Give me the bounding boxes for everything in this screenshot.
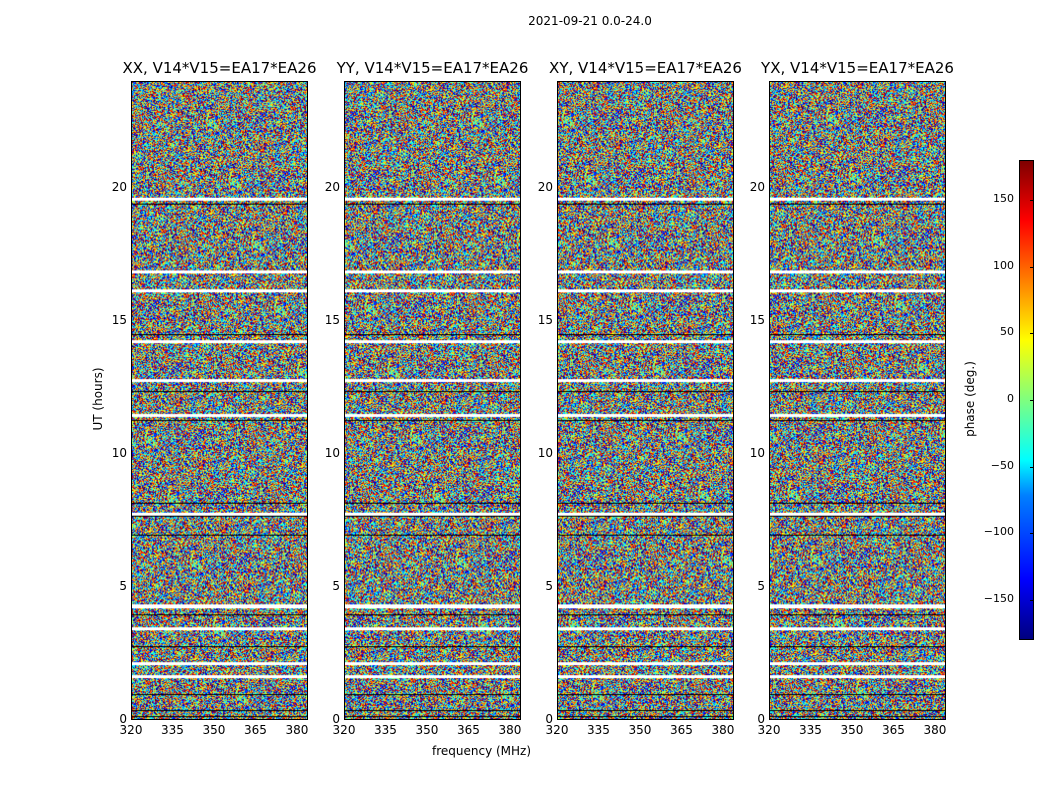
colorbar-label: phase (deg.) (963, 361, 977, 437)
x-tick-label: 365 (882, 723, 905, 737)
y-tick-label: 15 (537, 312, 553, 327)
x-tick-label: 365 (457, 723, 480, 737)
colorbar-tick-label: 0 (1007, 392, 1014, 405)
colorbar-tick-mark (1030, 400, 1034, 401)
y-tick-label: 20 (537, 179, 553, 194)
panel-title: XY, V14*V15=EA17*EA26 (549, 59, 742, 77)
y-tick-label: 10 (749, 445, 765, 460)
colorbar-tick-label: −100 (983, 525, 1014, 539)
phase-heatmap (770, 82, 945, 719)
y-tick-label: 15 (324, 312, 340, 327)
y-tick-label: 10 (537, 445, 553, 460)
x-tick-label: 320 (545, 723, 569, 737)
colorbar-tick-mark (1030, 333, 1034, 335)
x-tick-label: 320 (757, 723, 781, 737)
x-axis-label: frequency (MHz) (432, 744, 532, 758)
x-tick-label: 335 (799, 723, 822, 737)
x-tick-label: 350 (202, 723, 226, 737)
y-tick-label: 10 (111, 445, 127, 460)
y-tick-label: 10 (324, 445, 340, 460)
colorbar-tick-label: −150 (983, 592, 1014, 605)
y-tick-label: 20 (749, 179, 765, 194)
colorbar-tick-mark (1030, 533, 1034, 535)
colorbar-tick-mark (1030, 466, 1034, 468)
x-tick-label: 335 (161, 723, 184, 737)
figure-title: 2021-09-21 0.0-24.0 (528, 14, 652, 28)
y-tick-label: 15 (749, 312, 765, 327)
x-tick-label: 350 (840, 723, 864, 737)
phase-heatmap (558, 82, 733, 719)
y-tick-label: 20 (324, 179, 340, 194)
colorbar-tick-label: 150 (993, 192, 1014, 205)
phase-waterfall-panel (769, 81, 946, 720)
y-axis-label: UT (hours) (91, 367, 105, 431)
y-tick-label: 20 (111, 179, 127, 194)
x-tick-label: 380 (923, 723, 947, 737)
phase-heatmap (132, 82, 307, 719)
phase-waterfall-panel (344, 81, 521, 720)
y-tick-label: 15 (111, 312, 127, 327)
x-tick-label: 380 (498, 723, 522, 737)
x-tick-label: 380 (285, 723, 309, 737)
x-tick-label: 335 (587, 723, 610, 737)
colorbar-tick-mark (1030, 600, 1034, 601)
x-tick-label: 320 (119, 723, 143, 737)
y-tick-label: 0 (545, 712, 553, 726)
colorbar-tick-mark (1030, 200, 1034, 201)
x-tick-label: 350 (415, 723, 439, 737)
colorbar-tick-label: 50 (1000, 325, 1014, 339)
x-tick-label: 350 (628, 723, 652, 737)
phase-heatmap (345, 82, 520, 719)
y-tick-label: 5 (332, 578, 340, 593)
y-tick-label: 0 (757, 712, 765, 726)
colorbar-tick-label: −50 (990, 458, 1014, 472)
colorbar-tick-mark (1030, 266, 1034, 268)
x-tick-label: 380 (711, 723, 735, 737)
y-tick-label: 5 (757, 578, 765, 593)
y-tick-label: 5 (545, 578, 553, 593)
panel-title: XX, V14*V15=EA17*EA26 (122, 59, 317, 77)
x-tick-label: 365 (670, 723, 693, 737)
phase-waterfall-panel (131, 81, 308, 720)
colorbar-tick-label: 100 (993, 258, 1014, 272)
x-tick-label: 335 (374, 723, 397, 737)
x-tick-label: 365 (244, 723, 267, 737)
panel-title: YY, V14*V15=EA17*EA26 (336, 59, 529, 77)
x-tick-label: 320 (332, 723, 356, 737)
y-tick-label: 0 (119, 712, 127, 726)
phase-waterfall-panel (557, 81, 734, 720)
y-tick-label: 0 (332, 712, 340, 726)
y-tick-label: 5 (119, 578, 127, 593)
panel-title: YX, V14*V15=EA17*EA26 (761, 59, 954, 77)
